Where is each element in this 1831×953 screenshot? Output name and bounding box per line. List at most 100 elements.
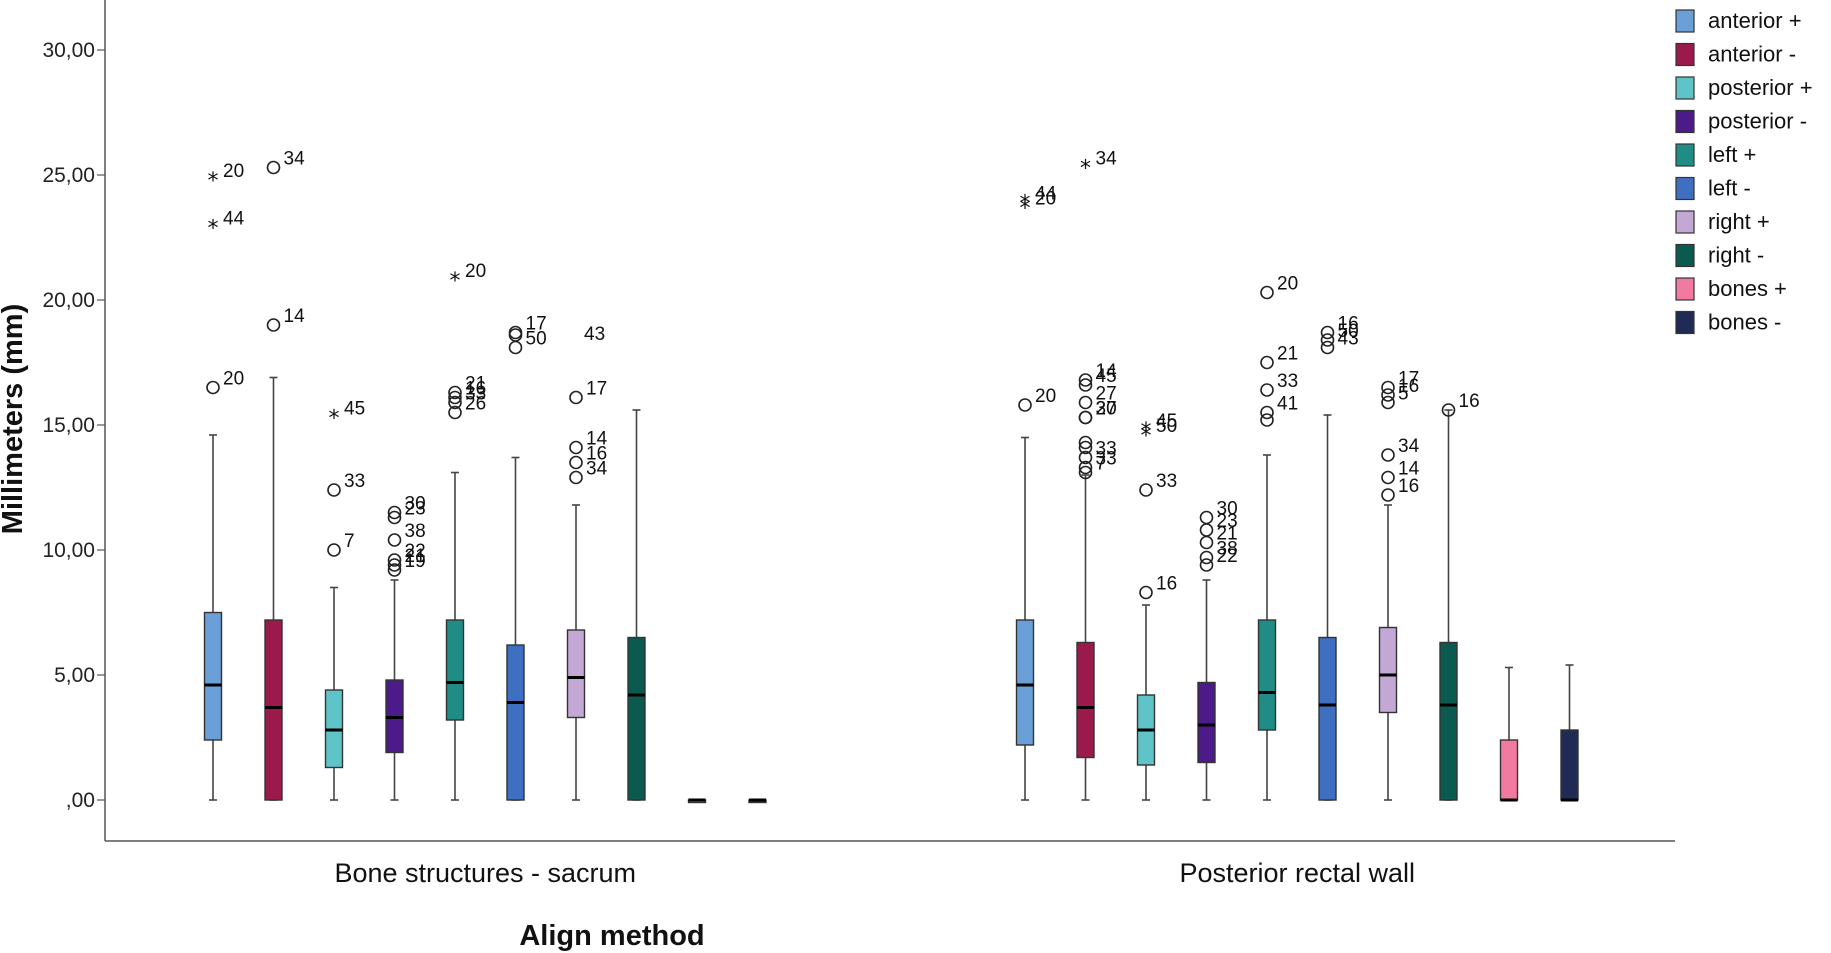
g1-posteriorminus-outlier-circle-3	[1199, 550, 1214, 565]
axes	[104, 0, 1675, 842]
g1-leftminus-outlier-circle-0	[1320, 325, 1335, 340]
g0-posteriorplus-outlier-label-2: 7	[344, 531, 355, 552]
g0-rightplus-outlier-label-1: 14	[586, 429, 608, 450]
legend-label-2: posterior +	[1708, 75, 1813, 100]
g1-posteriorminus-outlier-circle-0	[1199, 510, 1214, 525]
g1-leftminus-outlier-label-1: 50	[1338, 321, 1359, 342]
g1-anteriorminus-outlier-circle-9	[1078, 460, 1093, 475]
g0-anteriorplus-outlier-star-1: *	[208, 217, 219, 242]
g0-rightplus-outlier-label-2: 16	[586, 444, 607, 465]
g1-anteriorminus-outlier-circle-1	[1078, 373, 1093, 387]
legend-label-7: right -	[1708, 243, 1764, 268]
legend-label-1: anterior -	[1708, 42, 1796, 67]
g1-posteriorminus-outlier-label-4: 22	[1217, 546, 1238, 567]
g1-posteriorminus-outlier-label-0: 30	[1217, 499, 1238, 520]
g1-leftminus-outlier-circle-1	[1320, 333, 1335, 347]
g0-posteriorplus-outlier-circle-2	[327, 543, 341, 557]
g0-leftplus-outlier-star-0: *	[450, 269, 461, 294]
g1-posteriorplus-outlier-label-3: 16	[1156, 574, 1177, 595]
g0-anteriorplus-outlier-label-2: 20	[223, 369, 244, 390]
legend-swatch-0	[1675, 9, 1695, 33]
g1-rightminus-outlier-circle-0	[1441, 403, 1456, 417]
y-tick-label-3: 15,00	[42, 414, 95, 437]
g1-posteriorminus-outlier-circle-4	[1199, 558, 1214, 572]
g1-leftplus-outlier-label-0: 20	[1277, 274, 1298, 295]
g0-posteriorplus-outlier-label-0: 45	[344, 399, 365, 420]
g0-posteriorplus-outlier-star-0: *	[329, 407, 340, 432]
g1-anteriorminus-outlier-circle-3	[1078, 395, 1093, 410]
g0-leftplus-outlier-label-3: 33	[465, 384, 486, 405]
g1-anteriorplus-outlier-label-1: 20	[1035, 189, 1056, 210]
g0-rightplus-outlier-circle-2	[569, 455, 583, 470]
g0-leftplus-outlier-circle-3	[448, 395, 462, 410]
g1-anteriorminus-outlier-label-1: 14	[1096, 361, 1118, 382]
y-tick-label-2: 10,00	[42, 539, 95, 562]
y-tick-label-1: 5,00	[54, 664, 95, 687]
g0-posteriorminus-outlier-circle-3	[387, 553, 402, 567]
g0-leftplus-outlier-label-2: 16	[465, 379, 486, 400]
g1-posteriorminus-outlier-label-2: 21	[1217, 524, 1238, 545]
g0-leftplus-box	[445, 619, 465, 721]
legend-label-9: bones -	[1708, 310, 1781, 335]
legend-swatch-9	[1675, 310, 1695, 335]
g1-anteriorminus-outlier-circle-5	[1078, 410, 1093, 425]
legend-label-4: left +	[1708, 142, 1756, 167]
g1-rightplus-outlier-circle-2	[1381, 395, 1395, 410]
g0-leftminus-outlier-circle-2	[508, 340, 523, 355]
g1-anteriorminus-outlier-circle-2	[1078, 378, 1093, 392]
g1-leftminus-outlier-label-0: 16	[1338, 314, 1359, 335]
g1-rightplus-outlier-circle-3	[1381, 448, 1395, 462]
g0-posteriorminus-outlier-label-4: 21	[405, 546, 426, 567]
g0-posteriorminus-outlier-label-5: 19	[405, 551, 426, 572]
group-label-1: Posterior rectal wall	[1179, 858, 1415, 888]
legend-swatch-2	[1675, 76, 1695, 100]
g0-posteriorminus-outlier-circle-1	[387, 510, 402, 525]
g1-anteriorminus-outlier-circle-7	[1078, 440, 1093, 455]
g1-anteriorminus-outlier-label-9: 33	[1096, 449, 1117, 470]
g1-posteriorplus-outlier-circle-2	[1139, 483, 1153, 497]
g1-posteriorminus-box	[1197, 681, 1216, 764]
g1-anteriorplus-outlier-label-0: 44	[1035, 184, 1057, 205]
g0-anteriorminus-outlier-label-1: 14	[284, 306, 306, 327]
g1-posteriorplus-outlier-label-0: 45	[1156, 411, 1177, 432]
g1-bonesminus-box	[1560, 729, 1579, 801]
g1-leftplus-outlier-circle-0	[1260, 285, 1274, 300]
g1-anteriorminus-outlier-label-5: 37	[1096, 399, 1117, 420]
g1-anteriorminus-outlier-label-4: 20	[1096, 399, 1117, 420]
g0-rightplus-outlier-label-0: 17	[586, 379, 607, 400]
g0-leftplus-outlier-circle-1	[448, 385, 462, 400]
group-0-extra-label-0: 43	[584, 324, 605, 345]
g1-leftplus-outlier-circle-3	[1260, 405, 1274, 420]
g0-anteriorminus-outlier-circle-1	[266, 318, 281, 332]
g0-posteriorminus-outlier-label-1: 23	[405, 499, 426, 520]
g0-posteriorminus-outlier-circle-2	[387, 533, 402, 547]
legend-label-3: posterior -	[1708, 109, 1807, 134]
boxes	[203, 376, 1579, 804]
g0-posteriorminus-outlier-label-0: 30	[405, 494, 426, 515]
g0-leftplus-outlier-label-0: 20	[465, 261, 486, 282]
g0-leftplus-outlier-circle-2	[448, 390, 462, 405]
legend-label-8: bones +	[1708, 276, 1787, 301]
y-ticks: ,00 5,00 10,00 15,00 20,00 25,00 30,00	[42, 39, 105, 812]
x-axis-title: Align method	[519, 920, 704, 952]
g1-rightplus-outlier-label-1: 16	[1398, 376, 1419, 397]
y-tick-label-6: 30,00	[42, 39, 95, 62]
legend-swatch-7	[1675, 243, 1695, 268]
g1-posteriorplus-outlier-label-2: 33	[1156, 471, 1177, 492]
legend-label-0: anterior +	[1708, 8, 1802, 33]
g1-anteriorminus-outlier-star-0: *	[1080, 157, 1091, 182]
g0-rightplus-box	[566, 629, 586, 719]
g1-anteriorminus-outlier-circle-6	[1078, 435, 1093, 450]
g1-anteriorminus-outlier-label-0: 34	[1096, 149, 1118, 170]
g1-rightplus-outlier-circle-5	[1381, 488, 1395, 502]
g0-anteriorminus-box	[264, 619, 283, 801]
g1-posteriorminus-outlier-label-1: 23	[1217, 511, 1238, 532]
g1-leftplus-outlier-label-3: 41	[1277, 394, 1298, 415]
y-tick-label-0: ,00	[66, 789, 95, 812]
g1-anteriorminus-outlier-circle-10	[1078, 465, 1093, 480]
g0-posteriorplus-outlier-label-1: 33	[344, 471, 365, 492]
g0-rightminus-box	[627, 636, 646, 801]
g1-leftplus-box	[1257, 619, 1277, 731]
